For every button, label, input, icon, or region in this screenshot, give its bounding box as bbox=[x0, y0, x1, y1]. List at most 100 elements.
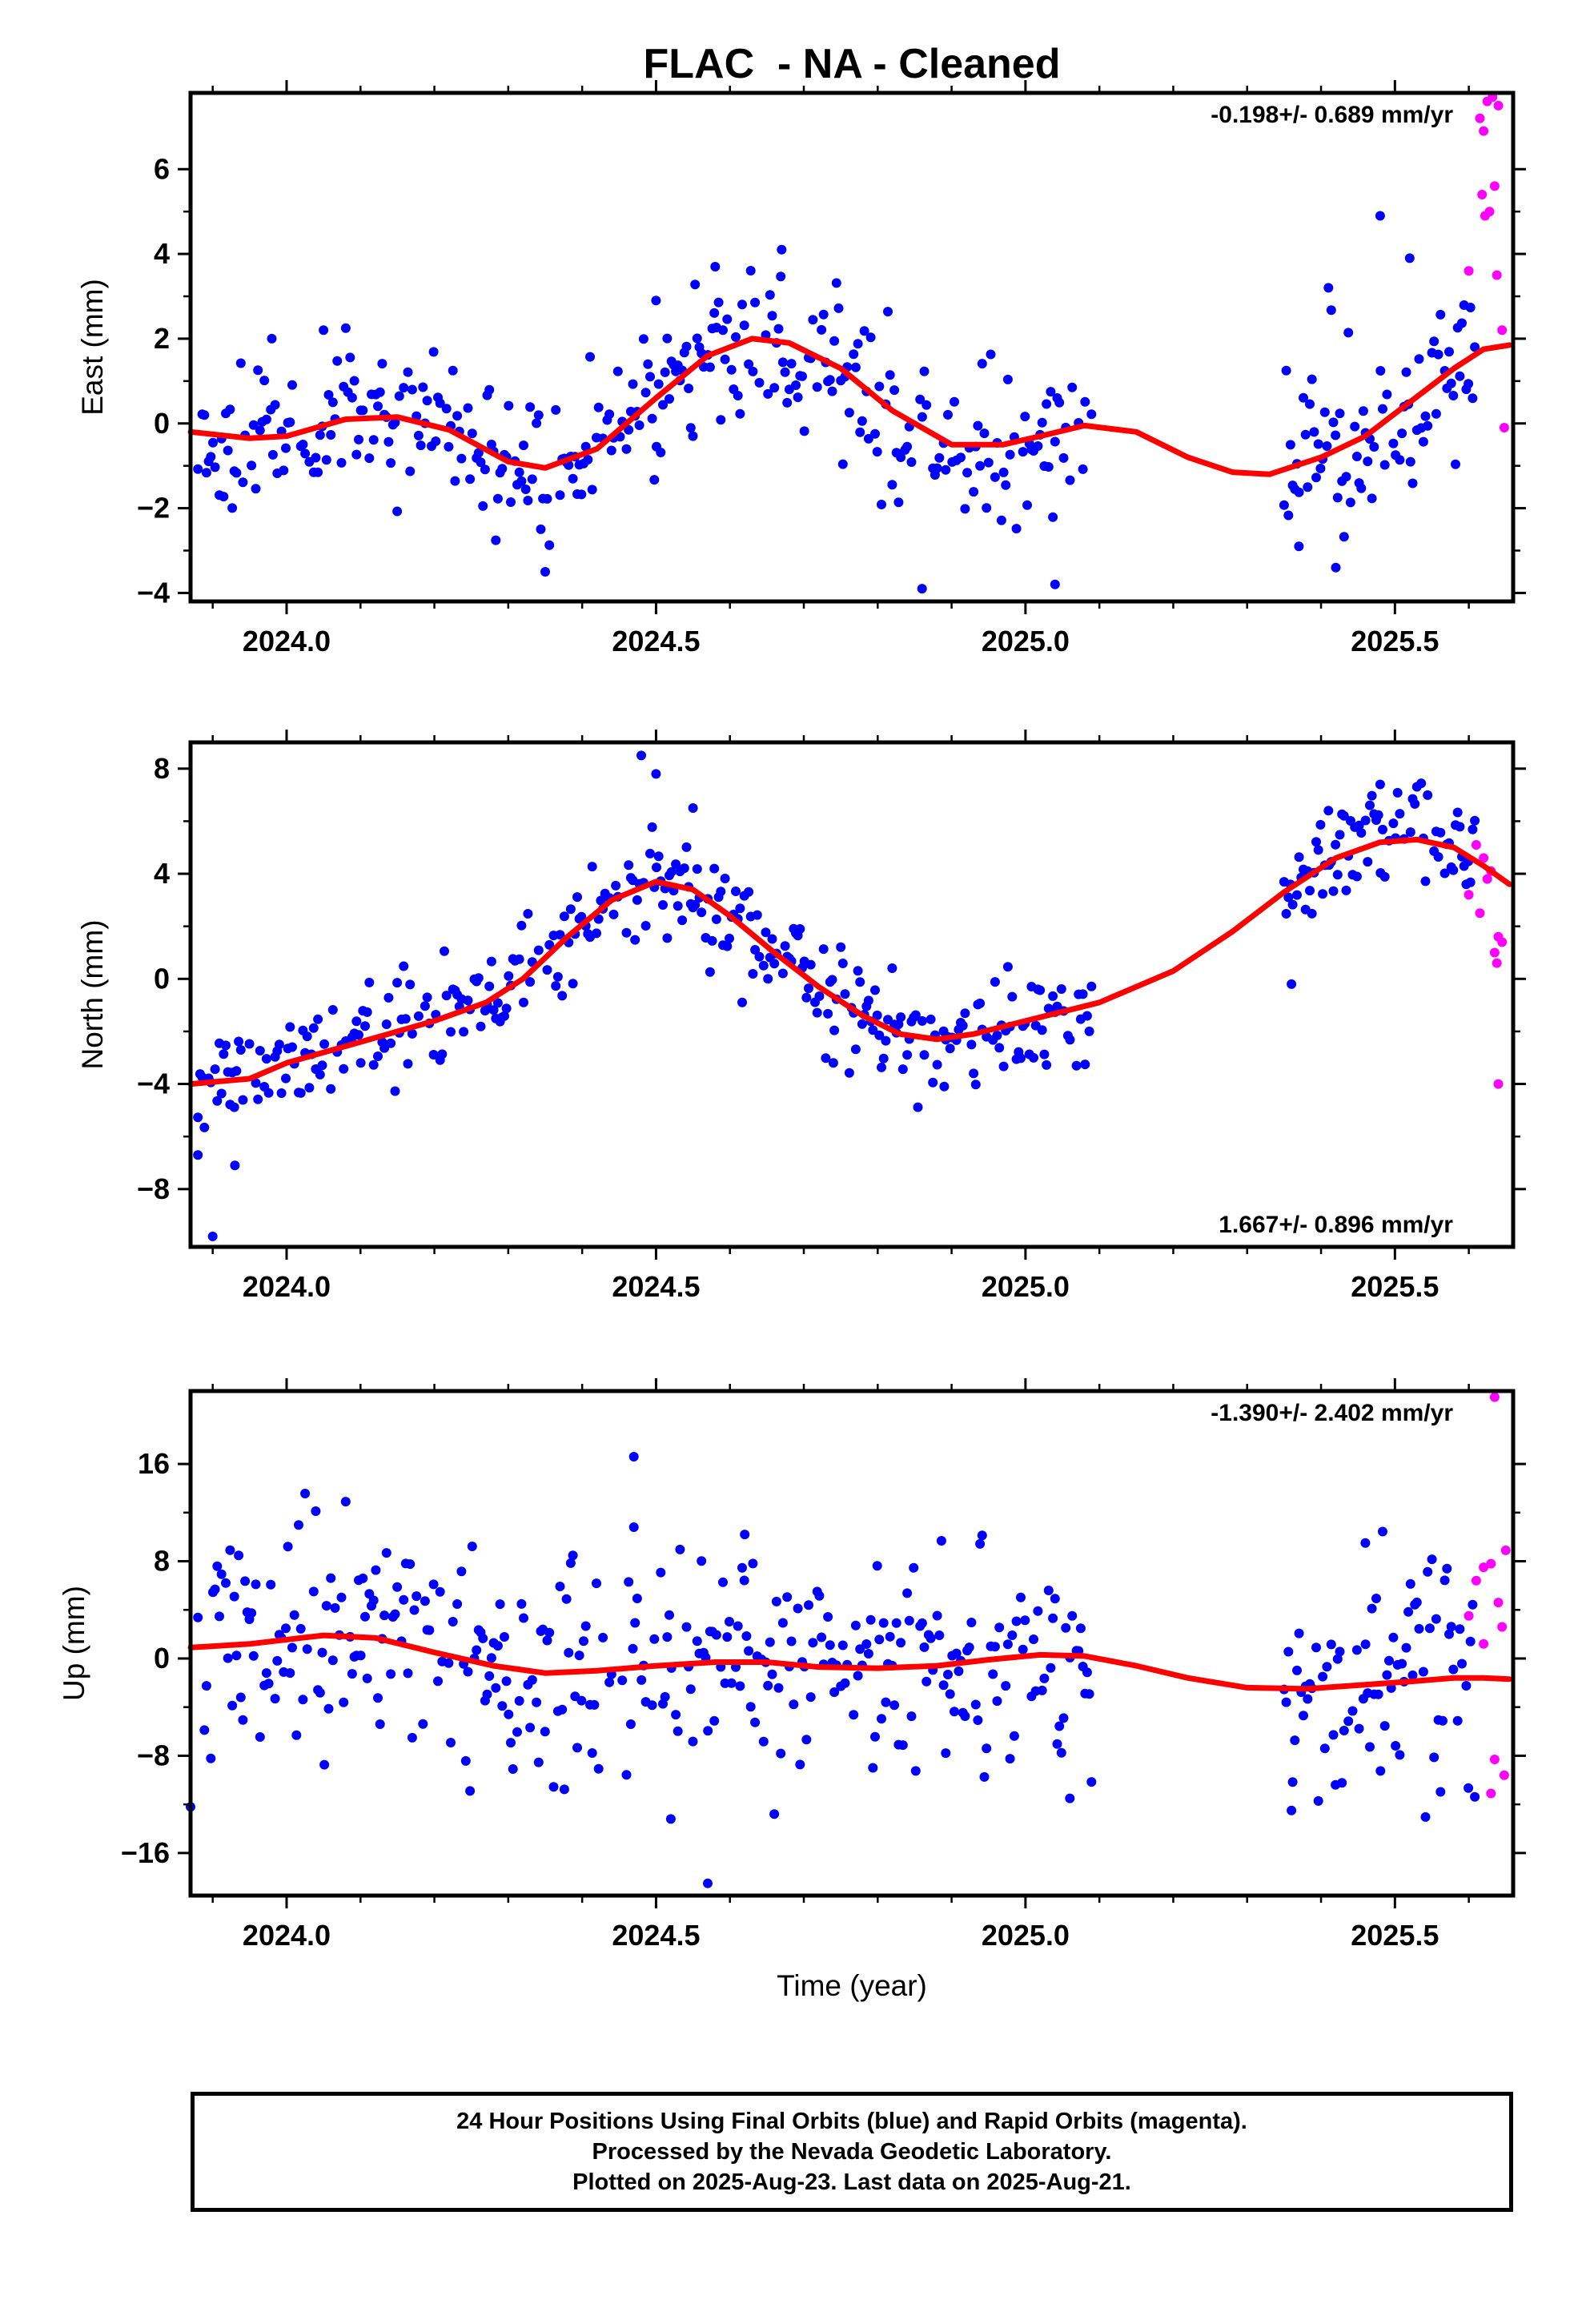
north-final-point bbox=[383, 992, 394, 1003]
north-final-point bbox=[720, 874, 730, 883]
east-final-point bbox=[441, 404, 452, 414]
up-final-point bbox=[576, 1695, 587, 1706]
east-final-point bbox=[1407, 478, 1418, 489]
up-final-point bbox=[574, 1651, 584, 1661]
up-final-point bbox=[564, 1647, 574, 1658]
up-final-point bbox=[1046, 1663, 1056, 1673]
up-final-point bbox=[735, 1681, 745, 1691]
east-final-point bbox=[1315, 464, 1326, 473]
north-final-point bbox=[230, 1160, 240, 1171]
up-final-point bbox=[1001, 1681, 1011, 1691]
east-rapid-point bbox=[1493, 100, 1504, 111]
up-final-point bbox=[1427, 1554, 1437, 1565]
north-final-point bbox=[840, 989, 850, 999]
east-final-point bbox=[837, 459, 848, 469]
east-final-point bbox=[996, 515, 1006, 525]
east-final-point bbox=[915, 394, 926, 404]
up-final-point bbox=[261, 1668, 271, 1679]
x-axis-label: Time (year) bbox=[777, 1969, 927, 2002]
north-final-point bbox=[244, 1039, 255, 1049]
east-final-point bbox=[1363, 456, 1373, 467]
north-final-point bbox=[844, 1068, 854, 1078]
east-final-point bbox=[336, 457, 347, 468]
up-final-point bbox=[1281, 1697, 1291, 1707]
east-final-point bbox=[660, 367, 670, 377]
up-final-point bbox=[1328, 1730, 1339, 1740]
east-final-point bbox=[754, 377, 765, 388]
up-final-point bbox=[709, 1715, 720, 1726]
east-final-point bbox=[206, 452, 216, 462]
east-final-point bbox=[829, 336, 840, 346]
east-final-point bbox=[1086, 409, 1097, 420]
east-axes: 2024.0 2024.5 2025.0 2025.5 −4 −2 0 2 4 6 bbox=[137, 80, 1526, 657]
north-final-point bbox=[1037, 1025, 1047, 1035]
up-final-point bbox=[381, 1548, 391, 1558]
east-final-point bbox=[776, 271, 786, 282]
up-final-point bbox=[1407, 1670, 1418, 1680]
east-final-point bbox=[827, 386, 837, 396]
north-final-point bbox=[381, 1019, 391, 1029]
north-final-point bbox=[1082, 1011, 1092, 1021]
east-final-point bbox=[327, 397, 338, 408]
north-final-point bbox=[441, 991, 452, 1001]
north-final-point bbox=[636, 750, 646, 761]
north-rapid-point bbox=[1475, 908, 1485, 919]
north-rapid-point bbox=[1492, 958, 1502, 968]
up-final-point bbox=[868, 1763, 878, 1773]
north-final-point bbox=[870, 985, 880, 995]
north-final-point bbox=[261, 1054, 271, 1064]
up-final-point bbox=[467, 1542, 477, 1551]
north-final-point bbox=[994, 1043, 1005, 1053]
north-final-point bbox=[992, 1030, 1002, 1040]
up-final-point bbox=[765, 1637, 775, 1647]
up-final-point bbox=[516, 1598, 527, 1609]
up-final-point bbox=[1367, 1603, 1377, 1614]
east-final-point bbox=[463, 403, 473, 413]
east-final-point bbox=[872, 447, 882, 457]
north-final-point bbox=[1468, 824, 1478, 834]
east-final-point bbox=[540, 567, 550, 577]
processing-note-line-2: Processed by the Nevada Geodetic Laborat… bbox=[592, 2139, 1112, 2165]
east-final-point bbox=[375, 387, 385, 397]
north-final-point bbox=[572, 892, 582, 903]
east-final-point bbox=[1319, 407, 1330, 417]
north-ytick-label: 0 bbox=[154, 962, 170, 995]
up-final-point bbox=[966, 1618, 977, 1627]
east-final-point bbox=[193, 464, 203, 474]
east-final-point bbox=[887, 480, 897, 490]
up-final-point bbox=[1429, 1752, 1439, 1763]
east-plot-frame bbox=[188, 90, 1516, 604]
up-final-point bbox=[1418, 1667, 1428, 1677]
north-final-point bbox=[1328, 886, 1339, 896]
up-final-point bbox=[604, 1677, 615, 1687]
north-final-point bbox=[735, 903, 745, 914]
up-final-point bbox=[805, 1692, 816, 1703]
east-final-point bbox=[833, 303, 844, 313]
east-final-point bbox=[917, 584, 927, 594]
north-final-point bbox=[652, 862, 661, 873]
north-rapid-point bbox=[1479, 853, 1489, 863]
north-final-point bbox=[795, 924, 805, 934]
east-final-point bbox=[874, 381, 885, 392]
up-final-point bbox=[460, 1755, 471, 1766]
north-xtick-label: 2025.0 bbox=[982, 1270, 1070, 1303]
east-rapid-point bbox=[1477, 190, 1488, 199]
north-final-point bbox=[761, 927, 771, 938]
north-final-point bbox=[1465, 877, 1476, 887]
north-final-point bbox=[818, 944, 829, 955]
east-final-point bbox=[1043, 462, 1054, 472]
up-final-point bbox=[579, 1636, 588, 1647]
east-final-point bbox=[960, 504, 970, 514]
east-final-point bbox=[551, 404, 561, 415]
up-final-point bbox=[840, 1678, 850, 1688]
up-final-point bbox=[1397, 1659, 1407, 1669]
north-final-point bbox=[1367, 790, 1377, 801]
up-final-point bbox=[697, 1556, 707, 1566]
up-xtick-label: 2025.0 bbox=[982, 1919, 1070, 1952]
up-final-point bbox=[737, 1562, 747, 1573]
north-final-point bbox=[1363, 857, 1373, 867]
up-final-point bbox=[504, 1709, 514, 1719]
east-final-point bbox=[476, 457, 486, 468]
north-final-point bbox=[737, 997, 747, 1007]
up-final-point bbox=[340, 1497, 351, 1507]
